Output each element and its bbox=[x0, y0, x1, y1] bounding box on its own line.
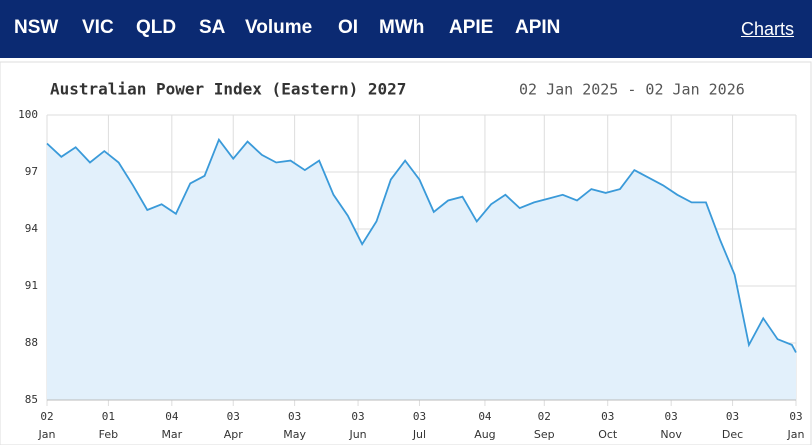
y-tick-label: 91 bbox=[25, 279, 38, 292]
nav-item[interactable]: Volume bbox=[245, 17, 313, 38]
x-tick-label: 03 bbox=[351, 410, 364, 423]
chart: Australian Power Index (Eastern) 2027 02… bbox=[0, 61, 812, 445]
area bbox=[47, 139, 796, 400]
x-tick-label: Apr bbox=[224, 428, 244, 441]
x-tick-label: 03 bbox=[726, 410, 739, 423]
x-tick-label: 01 bbox=[102, 410, 115, 423]
x-tick-label: Jun bbox=[348, 428, 366, 441]
x-tick-label: Jan bbox=[38, 428, 56, 441]
x-tick-label: 03 bbox=[288, 410, 301, 423]
nav-bar: NSW VIC QLD SA Volume OI MWh APIE APIN Charts bbox=[0, 0, 812, 58]
y-tick-label: 88 bbox=[25, 336, 38, 349]
x-tick-label: 03 bbox=[413, 410, 426, 423]
nav-item[interactable]: VIC bbox=[82, 17, 114, 38]
x-tick-label: 02 bbox=[40, 410, 53, 423]
x-tick-label: Aug bbox=[474, 428, 495, 441]
y-tick-label: 97 bbox=[25, 165, 38, 178]
x-tick-label: 04 bbox=[165, 410, 179, 423]
x-tick-label: Oct bbox=[598, 428, 618, 441]
x-tick-label: Feb bbox=[99, 428, 118, 441]
nav-item[interactable]: SA bbox=[199, 17, 226, 38]
nav-item[interactable]: MWh bbox=[379, 17, 425, 38]
x-tick-label: Nov bbox=[660, 428, 682, 441]
chart-title: Australian Power Index (Eastern) 2027 bbox=[50, 80, 406, 99]
x-tick-label: 04 bbox=[478, 410, 492, 423]
chart-subtitle: 02 Jan 2025 - 02 Jan 2026 bbox=[519, 81, 745, 99]
nav-item[interactable]: APIE bbox=[449, 17, 494, 38]
line bbox=[46, 137, 797, 353]
x-tick-label: 03 bbox=[665, 410, 678, 423]
x-tick-label: 03 bbox=[227, 410, 240, 423]
y-tick-label: 85 bbox=[25, 393, 38, 406]
nav-item[interactable]: APIN bbox=[515, 17, 561, 38]
x-tick-label: Mar bbox=[161, 428, 182, 441]
x-tick-label: Sep bbox=[534, 428, 555, 441]
x-tick-label: 03 bbox=[789, 410, 802, 423]
x-tick-label: May bbox=[283, 428, 306, 441]
y-tick-label: 94 bbox=[25, 222, 39, 235]
y-tick-label: 100 bbox=[18, 108, 38, 121]
x-tick-label: Jan bbox=[787, 428, 805, 441]
nav-item[interactable]: NSW bbox=[14, 17, 59, 38]
x-tick-label: Jul bbox=[412, 428, 426, 441]
x-tick-label: 03 bbox=[601, 410, 614, 423]
nav-item[interactable]: OI bbox=[338, 17, 359, 38]
nav-item[interactable]: QLD bbox=[136, 17, 177, 38]
x-tick-label: 02 bbox=[538, 410, 551, 423]
charts-link[interactable]: Charts bbox=[740, 19, 794, 39]
x-tick-label: Dec bbox=[722, 428, 743, 441]
